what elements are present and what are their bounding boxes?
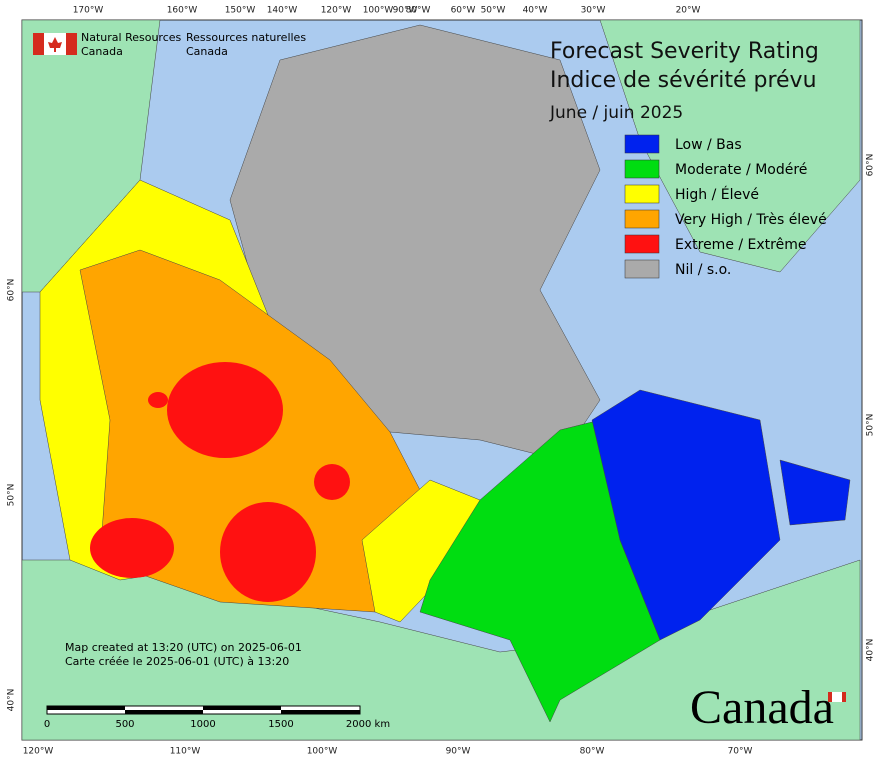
legend-label: Very High / Très élevé (675, 212, 827, 228)
note: Carte créée le 2025-06-01 (UTC) à 13:20 (65, 655, 289, 668)
region (148, 392, 168, 408)
wordmark: Canada (690, 681, 834, 734)
note: Map created at 13:20 (UTC) on 2025-06-01 (65, 641, 302, 654)
scale-label: 0 (44, 719, 50, 730)
graticule-label: 120°W (23, 747, 54, 757)
scale-label: 1500 (268, 719, 293, 730)
graticule-label: 60°N (7, 279, 17, 302)
region (220, 502, 316, 602)
graticule-label: 20°W (676, 6, 701, 16)
graticule-label: 60°W (451, 6, 476, 16)
scale-seg (203, 706, 281, 710)
legend-label: High / Élevé (675, 186, 759, 203)
flag-bar (33, 33, 44, 55)
graticule-label: 80°W (580, 747, 605, 757)
logo (33, 33, 77, 55)
scale-seg (125, 710, 203, 714)
legend-label: Moderate / Modéré (675, 162, 807, 178)
graticule-label: 50°N (7, 484, 17, 507)
scale-seg (281, 710, 360, 714)
legend-label: Low / Bas (675, 137, 742, 153)
subtitle: June / juin 2025 (549, 103, 683, 123)
graticule-label: 50°N (866, 414, 876, 437)
legend-swatch (624, 209, 660, 229)
region (314, 464, 350, 500)
graticule-label: 40°W (523, 6, 548, 16)
graticule-label: 80°W (406, 6, 431, 16)
scale-label: 1000 (190, 719, 215, 730)
title: Forecast Severity Rating (550, 39, 819, 64)
wordmark-flag (832, 692, 842, 702)
graticule-label: 60°N (866, 154, 876, 177)
graticule-label: 90°W (393, 6, 418, 16)
region (591, 389, 781, 641)
region (167, 362, 283, 458)
legend-swatch (624, 234, 660, 254)
graticule-label: 30°W (581, 6, 606, 16)
legend-swatch (624, 184, 660, 204)
agency: Canada (186, 45, 228, 58)
flag-bar (66, 33, 77, 55)
graticule-label: 160°W (167, 6, 198, 16)
graticule-label: 100°W (307, 747, 338, 757)
graticule-label: 70°W (728, 747, 753, 757)
legend-label: Nil / s.o. (675, 262, 731, 278)
graticule-label: 50°W (481, 6, 506, 16)
region (90, 518, 174, 578)
graticule-label: 90°W (446, 747, 471, 757)
scale-seg (47, 706, 125, 710)
legend-swatch (624, 159, 660, 179)
region (779, 459, 851, 526)
graticule-label: 100°W (363, 6, 394, 16)
agency: Canada (81, 45, 123, 58)
graticule-label: 120°W (321, 6, 352, 16)
legend-label: Extreme / Extrême (675, 237, 806, 253)
graticule-label: 150°W (225, 6, 256, 16)
maple-leaf (48, 37, 62, 52)
scale-label: 2000 km (346, 719, 390, 730)
agency: Natural Resources (81, 31, 182, 44)
graticule-label: 110°W (170, 747, 201, 757)
graticule-label: 40°N (7, 689, 17, 712)
scale-bar (46, 705, 361, 715)
legend-swatch (624, 134, 660, 154)
graticule-label: 170°W (73, 6, 104, 16)
agency: Ressources naturelles (186, 31, 306, 44)
graticule-label: 40°N (866, 639, 876, 662)
title: Indice de sévérité prévu (550, 68, 817, 93)
scale-label: 500 (115, 719, 134, 730)
legend-swatch (624, 259, 660, 279)
regions (21, 19, 861, 741)
graticule-label: 140°W (267, 6, 298, 16)
